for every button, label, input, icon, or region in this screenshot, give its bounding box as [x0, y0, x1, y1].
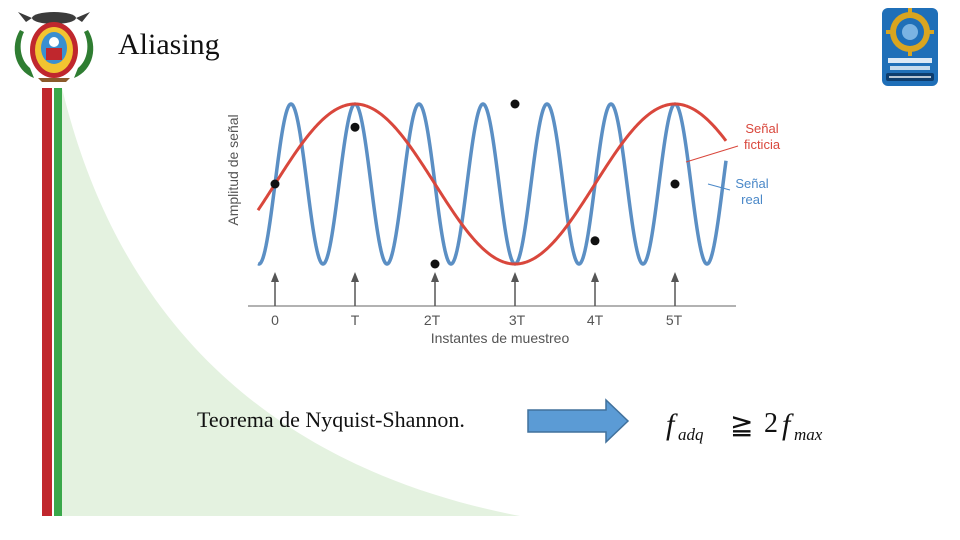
sample-dot [510, 99, 520, 109]
real-leader-line [707, 183, 731, 191]
sampling-arrow-head [671, 272, 679, 282]
fictitious-leader-line [685, 145, 739, 163]
green-stripe [54, 88, 62, 516]
red-stripe [42, 88, 52, 516]
sample-points [270, 99, 680, 269]
tick-label: 4T [587, 312, 604, 328]
legend-fictitious-line1: Señal [745, 121, 778, 136]
y-axis-label: Amplitud de señal [225, 114, 241, 225]
green-fill-curve [62, 88, 520, 516]
fictitious-signal-line [256, 102, 728, 266]
tick-label: 2T [424, 312, 441, 328]
right-arrow-icon [527, 398, 630, 444]
sampling-arrow-head [351, 272, 359, 282]
sample-dot [590, 236, 600, 246]
white-gap [52, 88, 54, 516]
sample-dot [270, 179, 280, 189]
tick-label: T [351, 312, 360, 328]
sample-dot [350, 122, 360, 132]
formula-coefficient: 2 [764, 408, 778, 439]
sampling-arrow-head [591, 272, 599, 282]
formula-relation: ≧ [730, 408, 753, 441]
tick-labels: 0 T 2T 3T 4T 5T [271, 312, 683, 328]
formula-subscript-max: max [794, 425, 823, 444]
real-signal-line [257, 102, 728, 266]
tick-label: 0 [271, 312, 279, 328]
espe-mecatronica-badge-icon [882, 8, 938, 86]
slide-title: Aliasing [118, 28, 220, 61]
sampling-arrows [271, 272, 679, 306]
sampling-arrow-head [431, 272, 439, 282]
sample-dot [670, 179, 680, 189]
formula-subscript-adq: adq [678, 425, 704, 444]
sampling-arrow-head [511, 272, 519, 282]
formula-f: f [666, 408, 678, 441]
signal-curves [256, 102, 728, 266]
aliasing-figure: Amplitud de señal 0 T 2T 3T 4T 5T Instan… [225, 99, 781, 346]
theorem-label: Teorema de Nyquist-Shannon. [197, 407, 465, 432]
x-axis-label: Instantes de muestreo [431, 330, 570, 346]
legend-real-line1: Señal [735, 176, 768, 191]
nyquist-formula: f adq ≧ 2 f max [666, 408, 823, 444]
university-coat-of-arms-icon [14, 12, 94, 82]
sampling-arrow-head [271, 272, 279, 282]
legend-fictitious-line2: ficticia [744, 137, 781, 152]
sample-dot [430, 259, 440, 269]
tick-label: 3T [509, 312, 526, 328]
legend-real-line2: real [741, 192, 763, 207]
tick-label: 5T [666, 312, 683, 328]
formula-f: f [782, 408, 794, 441]
